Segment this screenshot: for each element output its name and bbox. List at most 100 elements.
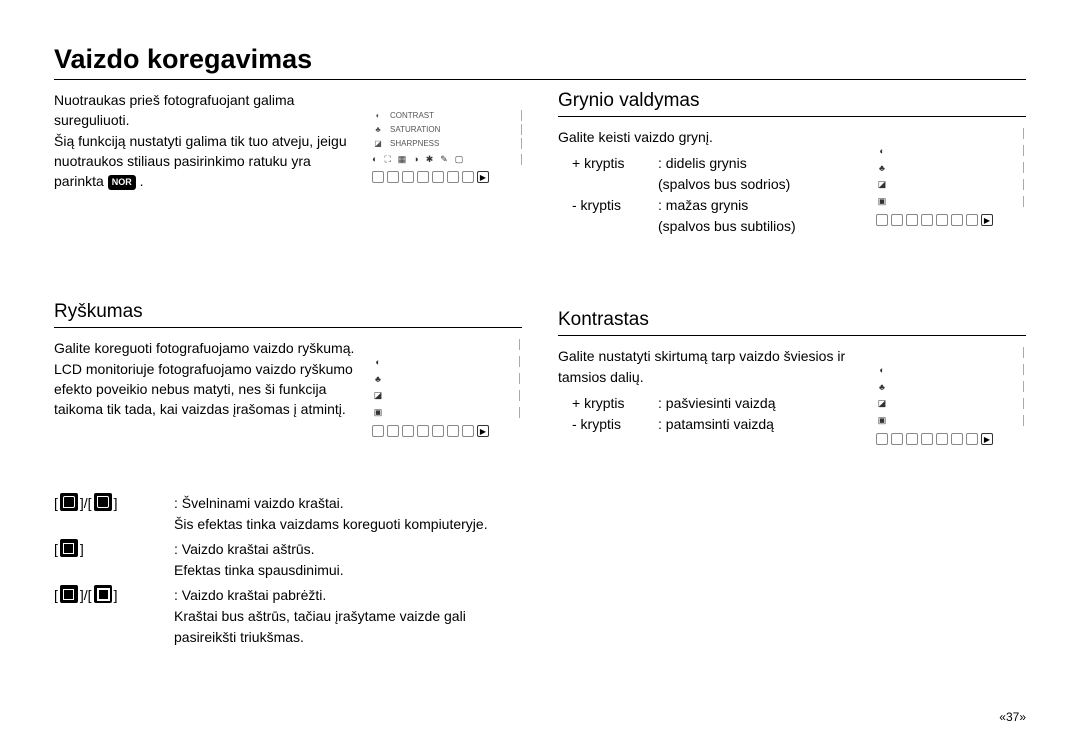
bracket: ] <box>114 493 118 514</box>
saturation-side-panel: ◐ ♣ ◪ ▣ ▶ <box>876 127 1026 237</box>
tick-icon <box>1018 145 1024 156</box>
saturation-icon: ♣ <box>372 125 384 134</box>
slider-step <box>462 425 474 437</box>
tick-icon <box>516 138 522 149</box>
soft-icon-1 <box>60 493 78 511</box>
bracket: [ <box>54 585 58 606</box>
slider-step <box>876 433 888 445</box>
tick-icon <box>1018 364 1024 375</box>
two-columns: Nuotraukas prieš fotografuojant galima s… <box>54 90 1026 652</box>
side-icon: ▣ <box>876 196 888 207</box>
intro-p2: Šią funkciją nustatyti galima tik tuo at… <box>54 131 360 192</box>
mini-icon: ✎ <box>440 154 448 165</box>
slider-step <box>447 171 459 183</box>
mini-icon: ▦ <box>398 154 407 165</box>
tick-icon <box>514 356 520 367</box>
contrast-body: Galite nustatyti skirtumą tarp vaizdo šv… <box>558 346 866 387</box>
plus-key: + kryptis <box>572 393 658 414</box>
sharpness-body: Galite koreguoti fotografuojamo vaizdo r… <box>54 338 362 437</box>
right-column: Grynio valdymas Galite keisti vaizdo gry… <box>558 90 1026 652</box>
panel-label-saturation: SATURATION <box>384 125 516 134</box>
slider-step <box>906 433 918 445</box>
slider-step <box>966 433 978 445</box>
slider-step <box>876 214 888 226</box>
slider-step <box>462 171 474 183</box>
explain-sub-3: Kraštai bus aštrūs, tačiau įrašytame vai… <box>174 606 522 648</box>
bracket: ]/[ <box>80 493 92 514</box>
tick-icon <box>1018 398 1024 409</box>
slider-row: ▶ <box>372 425 522 437</box>
intro-text: Nuotraukas prieš fotografuojant galima s… <box>54 90 360 191</box>
mini-icon: ◑ <box>413 154 418 165</box>
side-icon: ◐ <box>372 357 384 367</box>
section-rule <box>558 335 1026 336</box>
side-icon-stack: ◐ ♣ ◪ ▣ <box>876 127 1026 208</box>
side-icon: ◐ <box>876 146 888 156</box>
plus-key: + kryptis <box>572 153 658 174</box>
soft-icon-2 <box>94 493 112 511</box>
page-title: Vaizdo koregavimas <box>54 44 1026 75</box>
panel-row-saturation: ♣ SATURATION <box>372 122 522 136</box>
mini-icon: ✱ <box>426 154 434 165</box>
tick-icon <box>516 110 522 121</box>
minus-key: - kryptis <box>572 195 658 216</box>
slider-step <box>951 214 963 226</box>
panel-icon-row: ◐ ⛶ ▦ ◑ ✱ ✎ ▢ <box>372 154 522 165</box>
bracket: ] <box>114 585 118 606</box>
explain-label-3: : Vaizdo kraštai pabrėžti. <box>174 585 522 606</box>
slider-step <box>936 214 948 226</box>
tick-icon <box>1018 196 1024 207</box>
plus-val: : pašviesinti vaizdą <box>658 393 866 414</box>
slider-step <box>951 433 963 445</box>
slider-row: ▶ <box>372 171 522 183</box>
explain-row-2: [ ] : Vaizdo kraštai aštrūs. Efektas tin… <box>54 539 522 581</box>
contrast-table: + kryptis : pašviesinti vaizdą - kryptis… <box>558 393 866 435</box>
main-mini-panel: ◐ CONTRAST ♣ SATURATION ◪ SHARPNESS <box>372 90 522 191</box>
side-icon: ♣ <box>876 382 888 392</box>
plus-val2: (spalvos bus sodrios) <box>658 174 866 195</box>
sharpness-icon: ◪ <box>372 139 384 148</box>
explain-icons-1: [ ]/[ ] <box>54 493 174 535</box>
minus-key: - kryptis <box>572 414 658 435</box>
slider-step <box>432 425 444 437</box>
saturation-body: Galite keisti vaizdo grynį. + kryptis : … <box>558 127 866 237</box>
explain-label-2: : Vaizdo kraštai aštrūs. <box>174 539 522 560</box>
slider-step <box>921 433 933 445</box>
saturation-title: Grynio valdymas <box>558 90 1026 112</box>
slider-row: ▶ <box>876 214 1026 226</box>
slider-end-icon: ▶ <box>981 214 993 226</box>
slider-step <box>906 214 918 226</box>
page-root: Vaizdo koregavimas Nuotraukas prieš foto… <box>0 0 1080 746</box>
slider-step <box>921 214 933 226</box>
side-icon: ♣ <box>372 374 384 384</box>
tick-icon <box>514 390 520 401</box>
tick-icon <box>1018 347 1024 358</box>
intro-p2-pre: Šią funkciją nustatyti galima tik tuo at… <box>54 133 347 190</box>
tick-icon <box>1018 162 1024 173</box>
side-icon: ♣ <box>876 163 888 173</box>
slider-end-icon: ▶ <box>477 425 489 437</box>
panel-row-contrast: ◐ CONTRAST <box>372 108 522 122</box>
slider-end-icon: ▶ <box>477 171 489 183</box>
normal-icon <box>60 539 78 557</box>
bracket: [ <box>54 493 58 514</box>
explain-row-1: [ ]/[ ] : Švelninami vaizdo kraštai. Šis… <box>54 493 522 535</box>
sharpness-section: Galite koreguoti fotografuojamo vaizdo r… <box>54 338 522 437</box>
tick-icon <box>516 154 522 165</box>
sharpness-title: Ryškumas <box>54 301 522 323</box>
contrast-title: Kontrastas <box>558 309 1026 331</box>
slider-step <box>417 171 429 183</box>
bracket: ] <box>80 539 84 560</box>
slider-step <box>402 171 414 183</box>
explain-block: [ ]/[ ] : Švelninami vaizdo kraštai. Šis… <box>54 493 522 648</box>
tick-icon <box>1018 128 1024 139</box>
explain-label-1: : Švelninami vaizdo kraštai. <box>174 493 522 514</box>
slider-step <box>402 425 414 437</box>
slider-step <box>417 425 429 437</box>
slider-step <box>387 171 399 183</box>
tick-icon <box>1018 179 1024 190</box>
panel-row-sharpness: ◪ SHARPNESS <box>372 136 522 150</box>
slider-step <box>387 425 399 437</box>
slider-step <box>372 171 384 183</box>
page-number: «37» <box>999 710 1026 724</box>
